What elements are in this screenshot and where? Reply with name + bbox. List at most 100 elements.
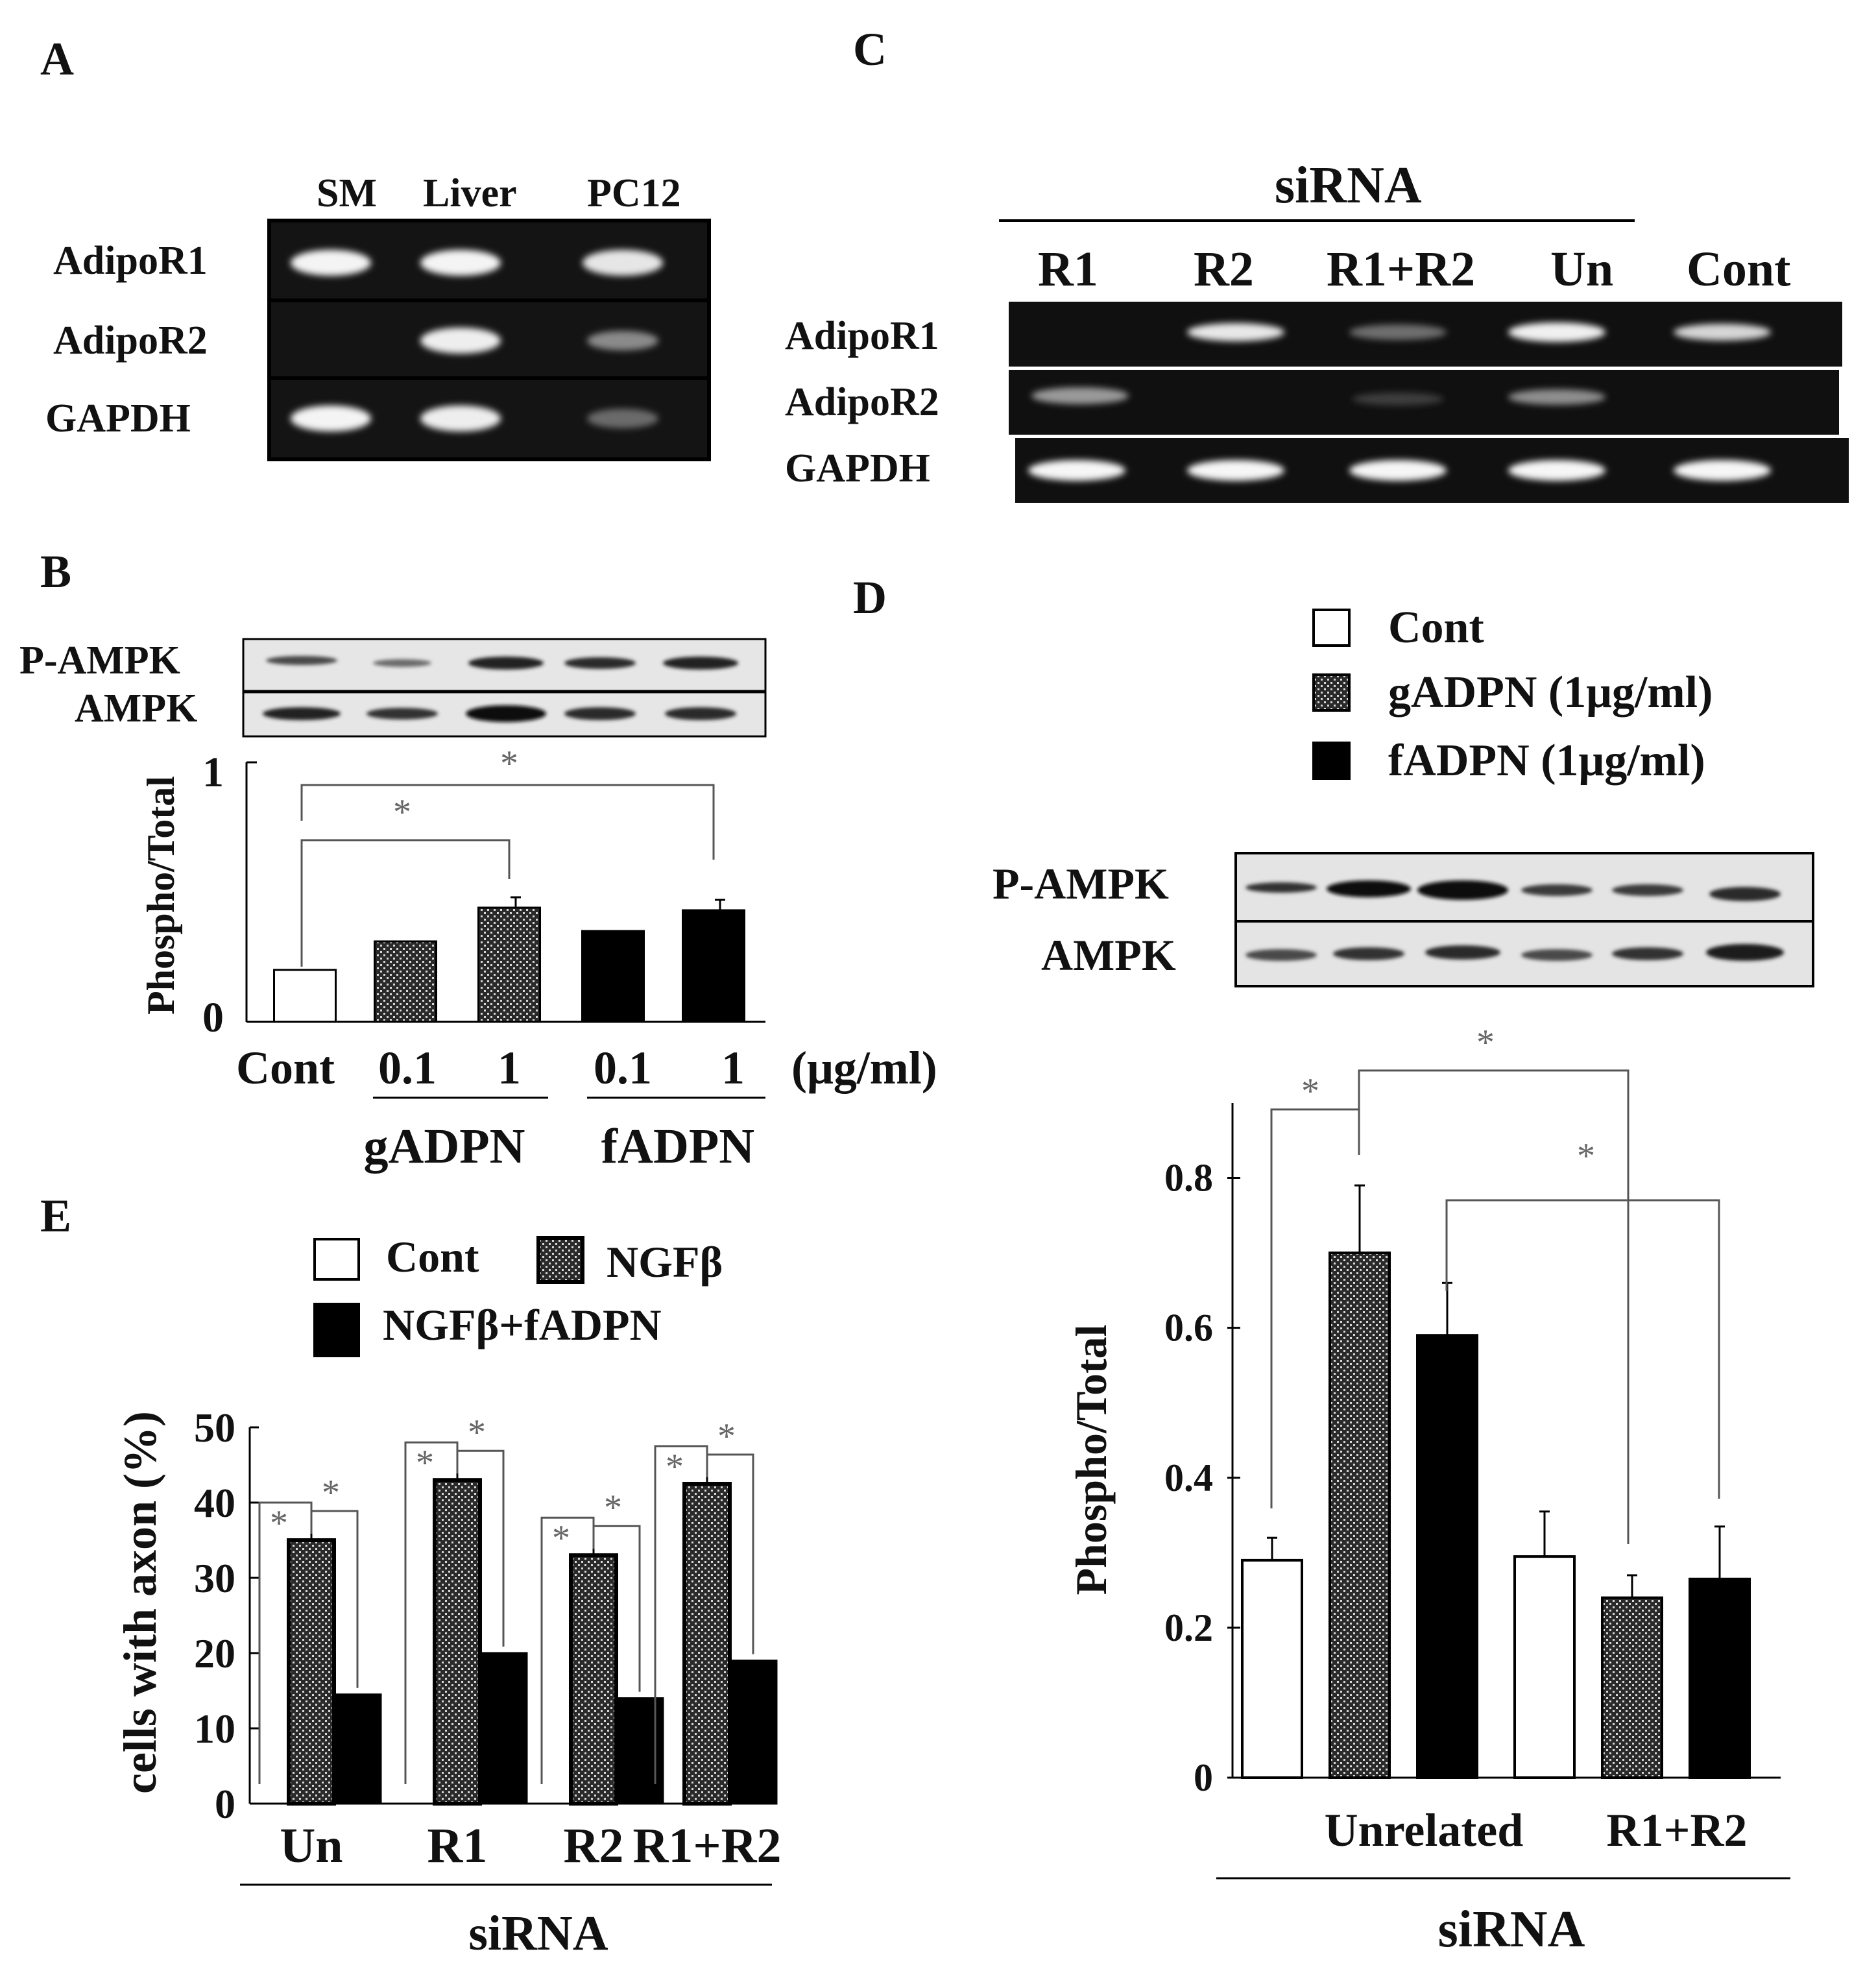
significance-star: * (666, 1447, 684, 1487)
chart-b-xtick: 0.1 (378, 1042, 437, 1094)
y-tick-label: 40 (194, 1480, 235, 1526)
blot-band (466, 705, 546, 722)
bar (333, 1693, 382, 1805)
chart-d: Phospho/Total Unrelated R1+R2 siRNA 0 0.2… (1066, 1022, 1790, 1958)
panel-e-letter: E (40, 1190, 71, 1242)
gel-band (1508, 389, 1605, 405)
gel-band (291, 250, 371, 276)
significance-star: * (1577, 1136, 1595, 1176)
gel-band (1187, 323, 1284, 341)
panel-c-letter: C (853, 23, 887, 75)
legend-e-swatch (313, 1238, 360, 1281)
blot-b-row-label: P-AMPK (19, 638, 180, 683)
gel-band (1187, 460, 1284, 481)
blot-band (1709, 887, 1781, 901)
significance-bracket (1270, 1108, 1360, 1508)
chart-b-ytick: 1 (202, 749, 224, 796)
bar (728, 1660, 778, 1805)
chart-d-group-label: Unrelated (1325, 1804, 1524, 1856)
blot-d-row-label: AMPK (1041, 930, 1176, 980)
gel-band (1353, 393, 1443, 405)
bar (1416, 1334, 1478, 1779)
gel-a-lane-label: PC12 (587, 171, 681, 215)
gel-a-row-label: GAPDH (45, 396, 191, 441)
significance-bracket (300, 784, 715, 860)
gel-band (420, 405, 501, 431)
significance-star: * (1476, 1022, 1495, 1063)
chart-b-xtick: 0.1 (594, 1042, 652, 1094)
significance-bracket (1445, 1199, 1720, 1499)
significance-star: * (552, 1518, 570, 1558)
gel-c-lane-label: Un (1550, 242, 1613, 296)
chart-b-xtick: Cont (236, 1042, 335, 1094)
legend-e-label: NGFβ+fADPN (383, 1300, 662, 1349)
blot-band (564, 707, 636, 720)
blot-band (367, 708, 438, 719)
bar (1601, 1596, 1663, 1780)
gel-c-row-label: GAPDH (785, 446, 930, 490)
chart-b: Phospho/Total 1 0 Cont 0.1 1 0.1 1 (μg/m… (139, 744, 937, 1174)
y-tick-label: 0.2 (1164, 1606, 1213, 1649)
chart-d-xlabel: siRNA (1438, 1901, 1585, 1958)
legend-d-swatch (1312, 673, 1351, 712)
significance-bracket (592, 1525, 641, 1692)
gel-a-row-label: AdipoR2 (53, 319, 208, 363)
gel-band (1028, 460, 1125, 481)
bar (287, 1538, 336, 1806)
blot-band (1245, 949, 1317, 961)
y-tick-label: 20 (194, 1630, 235, 1676)
gel-band (420, 328, 501, 354)
significance-bracket (300, 839, 511, 967)
gel-a-lane-label: SM (317, 171, 377, 215)
blot-band (663, 657, 738, 670)
gel-band (1349, 460, 1447, 481)
legend-e-label: NGFβ (607, 1237, 723, 1287)
gel-c-lane-label: R1+R2 (1327, 242, 1475, 296)
panel-b-letter: B (40, 546, 71, 598)
y-tick-label: 50 (194, 1405, 235, 1451)
blot-band (1612, 884, 1683, 896)
gel-band (1031, 387, 1129, 404)
gel-c-lane-label: R2 (1194, 242, 1254, 296)
blot-b-row-label: AMPK (75, 686, 197, 731)
x-tick-label: Un (280, 1819, 343, 1873)
bar (682, 909, 745, 1023)
chart-b-xtick: 1 (721, 1042, 745, 1094)
legend-e-swatch (536, 1236, 584, 1284)
bar (1689, 1577, 1751, 1780)
blot-band (1706, 944, 1784, 961)
blot-d-row-label: P-AMPK (992, 859, 1169, 908)
significance-star: * (500, 744, 518, 784)
legend-d-label: gADPN (1μg/ml) (1388, 668, 1713, 718)
bar (374, 940, 437, 1023)
bar (1329, 1252, 1391, 1779)
legend-e-swatch (313, 1303, 360, 1357)
gel-band (587, 409, 658, 428)
panel-d-blot: P-AMPK AMPK (992, 852, 1814, 987)
panel-a-letter: A (40, 33, 74, 85)
bar (1513, 1555, 1576, 1779)
significance-star: * (468, 1412, 486, 1453)
gel-a-row-label: AdipoR1 (53, 239, 208, 283)
gel-band (583, 250, 663, 276)
y-tick-label: 30 (194, 1555, 235, 1601)
chart-e-xlabel: siRNA (468, 1906, 608, 1961)
blot-band (1425, 945, 1500, 960)
blot-band (1612, 947, 1683, 960)
gel-band (1349, 324, 1447, 340)
significance-star: * (717, 1416, 736, 1457)
legend-d-label: Cont (1388, 603, 1484, 653)
blot-band (468, 657, 544, 670)
bar (682, 1482, 732, 1806)
chart-e: cells with axon (%) siRNA 0 10 20 30 40 50 * * *… (114, 1405, 782, 1961)
legend-e-label: Cont (386, 1232, 479, 1281)
chart-b-xtick: 1 (498, 1042, 521, 1094)
bar (433, 1478, 482, 1806)
blot-band (665, 707, 736, 720)
gel-band (1674, 324, 1771, 341)
x-tick-label: R2 (564, 1819, 624, 1873)
panel-d-letter: D (853, 572, 887, 623)
significance-star: * (1301, 1071, 1319, 1111)
bar (273, 969, 337, 1023)
y-tick-label: 0 (1194, 1756, 1213, 1799)
